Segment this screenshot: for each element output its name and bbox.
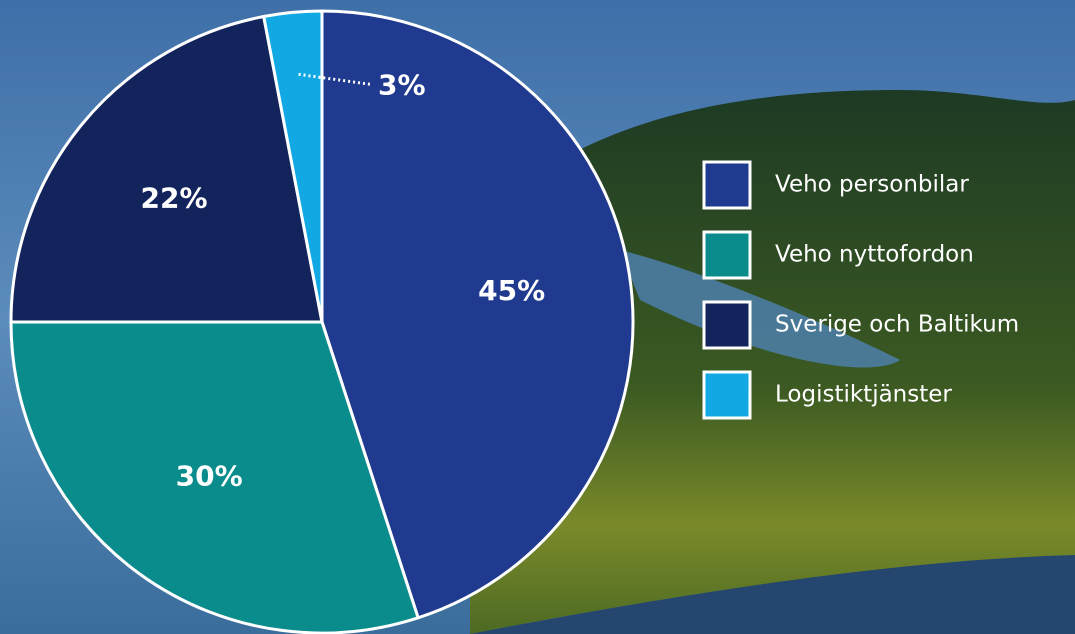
- legend-label: Sverige och Baltikum: [775, 312, 1019, 338]
- chart: 45% 30% 22% 3% Veho personbilar Veho nyttofo…: [0, 0, 1075, 634]
- data-label: 22%: [141, 182, 208, 215]
- legend-swatch: [704, 162, 750, 208]
- data-label: 30%: [176, 459, 243, 492]
- data-label: 3%: [378, 68, 426, 101]
- data-label: 45%: [478, 274, 545, 307]
- legend-swatch: [704, 372, 750, 418]
- legend-swatch: [704, 232, 750, 278]
- pie: 45% 30% 22% 3%: [11, 11, 633, 633]
- legend-swatch: [704, 302, 750, 348]
- legend-label: Logistiktjänster: [775, 382, 952, 408]
- legend-label: Veho personbilar: [775, 172, 969, 198]
- legend-label: Veho nyttofordon: [775, 242, 974, 268]
